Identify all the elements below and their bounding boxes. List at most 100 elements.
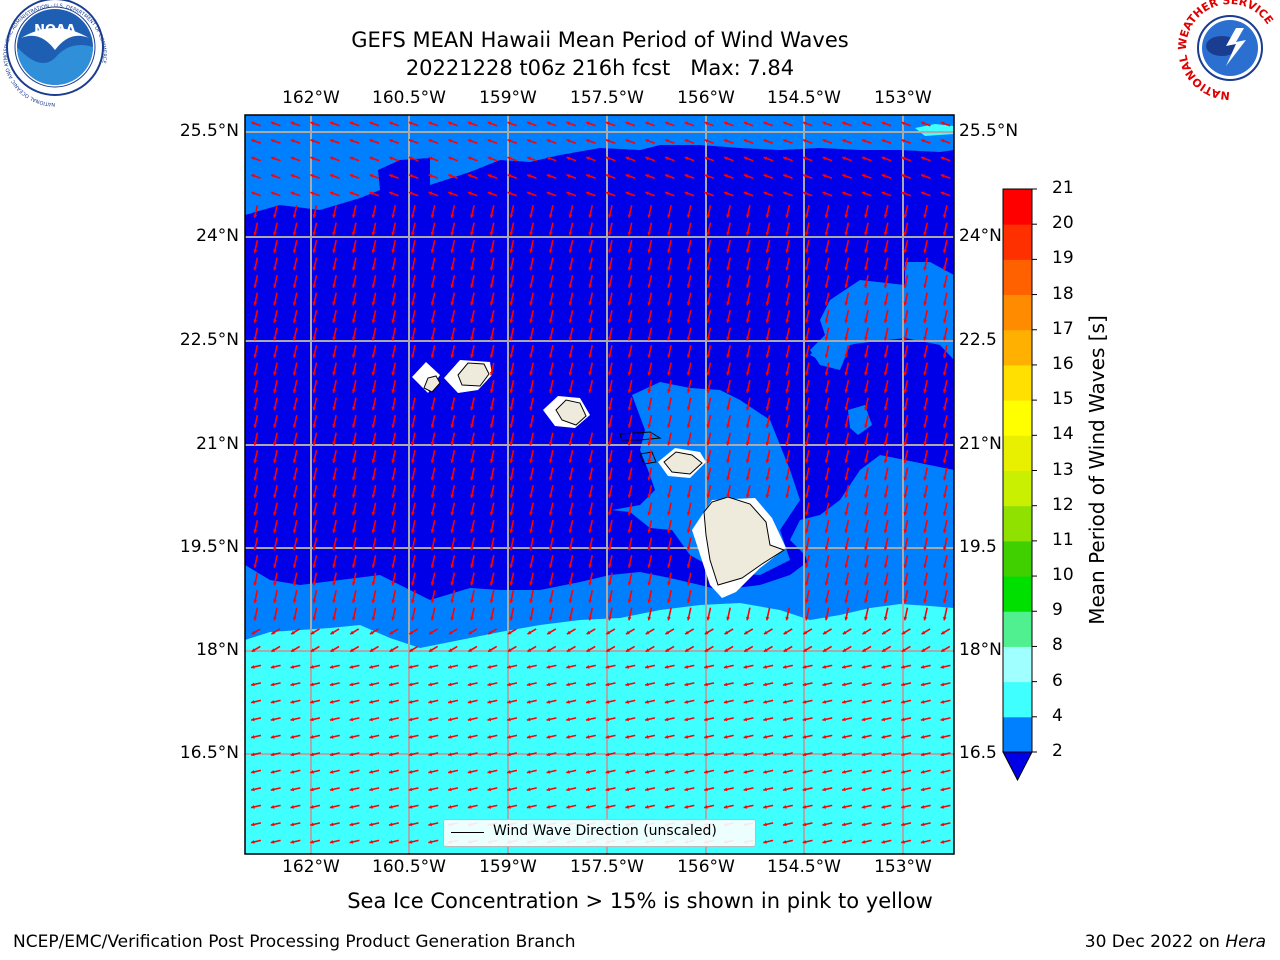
direction-arrowhead	[371, 284, 376, 288]
direction-arrowhead	[292, 336, 297, 341]
direction-arrowhead	[448, 735, 452, 739]
direction-arrowhead	[802, 191, 807, 196]
direction-arrowhead	[292, 319, 297, 323]
direction-arrowhead	[566, 156, 571, 161]
direction-arrowhead	[941, 648, 945, 652]
direction-arrowhead	[785, 336, 790, 341]
direction-arrowhead	[566, 174, 571, 178]
direction-arrowhead	[351, 284, 356, 288]
direction-arrowhead	[292, 529, 297, 533]
direction-arrowhead	[920, 822, 925, 827]
direction-arrowhead	[428, 665, 432, 669]
direction-arrowhead	[901, 805, 905, 809]
direction-arrowhead	[627, 371, 632, 376]
direction-arrowhead	[842, 805, 846, 809]
direction-arrowhead	[271, 648, 276, 652]
direction-arrowhead	[723, 682, 728, 687]
direction-arrowhead	[349, 787, 354, 792]
direction-arrowhead	[509, 424, 514, 428]
direction-arrowhead	[744, 630, 748, 635]
direction-arrowhead	[605, 156, 610, 161]
direction-arrowhead	[903, 511, 908, 516]
direction-arrowhead	[349, 191, 354, 196]
direction-arrowhead	[765, 441, 770, 446]
direction-arrowhead	[371, 599, 376, 603]
direction-arrowhead	[450, 564, 455, 568]
direction-arrowhead	[805, 284, 809, 288]
direction-arrowhead	[706, 476, 711, 481]
direction-arrowhead	[920, 840, 925, 844]
direction-arrowhead	[312, 389, 317, 393]
direction-arrowhead	[448, 770, 452, 774]
direction-arrowhead	[627, 231, 632, 236]
direction-arrowhead	[568, 616, 573, 621]
direction-arrowhead	[824, 459, 829, 463]
direction-arrowhead	[568, 301, 573, 306]
direction-arrowhead	[686, 371, 691, 376]
direction-arrowhead	[923, 249, 927, 253]
direction-arrowhead	[411, 459, 415, 463]
direction-arrowhead	[470, 511, 474, 516]
direction-arrowhead	[588, 494, 593, 498]
direction-arrowhead	[470, 266, 474, 271]
direction-arrowhead	[351, 389, 356, 393]
direction-arrowhead	[667, 616, 671, 621]
direction-arrowhead	[251, 682, 255, 687]
direction-arrowhead	[332, 476, 336, 481]
direction-arrowhead	[785, 266, 790, 271]
direction-arrowhead	[921, 630, 926, 635]
direction-arrowhead	[507, 174, 511, 178]
direction-arrowhead	[645, 735, 649, 739]
direction-arrowhead	[509, 389, 514, 393]
direction-arrowhead	[371, 354, 376, 358]
direction-arrowhead	[883, 214, 888, 218]
direction-arrowhead	[883, 266, 888, 271]
direction-arrowhead	[529, 301, 533, 306]
direction-arrowhead	[411, 494, 415, 498]
direction-arrowhead	[883, 546, 888, 551]
direction-arrowhead	[667, 511, 671, 516]
direction-arrowhead	[350, 630, 354, 635]
direction-arrowhead	[783, 174, 787, 178]
direction-arrowhead	[822, 665, 826, 669]
island-niihau	[423, 375, 441, 393]
direction-arrowhead	[844, 546, 849, 551]
direction-arrowhead	[785, 476, 790, 481]
direction-arrowhead	[489, 546, 494, 551]
direction-arrowhead	[881, 840, 886, 844]
direction-arrowhead	[411, 511, 415, 516]
direction-arrowhead	[371, 319, 376, 323]
direction-arrowhead	[509, 459, 514, 463]
direction-arrowhead	[546, 787, 551, 792]
direction-arrowhead	[332, 371, 336, 376]
direction-arrowhead	[310, 700, 314, 704]
direction-arrowhead	[627, 354, 632, 358]
direction-arrowhead	[783, 787, 787, 792]
direction-arrowhead	[745, 284, 750, 288]
lon-label-bottom: 159°W	[479, 857, 537, 877]
direction-arrowhead	[883, 581, 888, 586]
direction-arrowhead	[371, 564, 376, 568]
direction-arrowhead	[586, 735, 590, 739]
direction-arrowhead	[450, 266, 455, 271]
direction-arrowhead	[450, 319, 455, 323]
legend-line-sample	[451, 832, 484, 833]
direction-arrowhead	[507, 156, 511, 161]
direction-arrowhead	[588, 564, 593, 568]
direction-arrowhead	[645, 648, 650, 652]
direction-arrowhead	[805, 319, 809, 323]
direction-arrowhead	[292, 284, 297, 288]
direction-arrowhead	[802, 665, 807, 669]
direction-arrowhead	[783, 665, 787, 669]
direction-arrowhead	[625, 191, 630, 196]
direction-arrowhead	[273, 459, 277, 463]
direction-arrowhead	[686, 406, 691, 411]
direction-arrowhead	[529, 529, 533, 533]
direction-arrowhead	[606, 648, 610, 652]
direction-arrowhead	[942, 494, 947, 498]
direction-arrowhead	[430, 564, 435, 568]
colorbar-tick-label: 18	[1052, 283, 1074, 304]
direction-arrowhead	[507, 648, 512, 652]
direction-arrowhead	[273, 599, 277, 603]
direction-arrowhead	[920, 805, 925, 809]
